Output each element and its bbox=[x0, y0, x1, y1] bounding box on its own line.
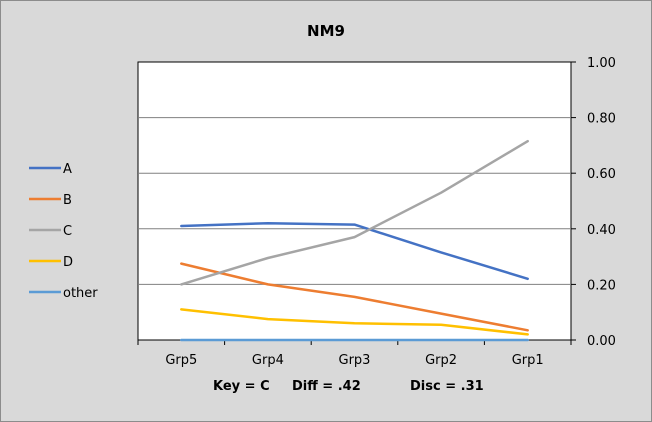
series-lines bbox=[180, 139, 529, 342]
legend-label: A bbox=[63, 162, 72, 177]
legend-label: B bbox=[63, 193, 72, 208]
plot-area bbox=[137, 61, 572, 341]
x-axis: Grp5 Grp4 Grp3 Grp2 Grp1 bbox=[137, 340, 572, 368]
x-tick-label: Grp3 bbox=[339, 353, 371, 368]
x-tick-label: Grp1 bbox=[512, 353, 544, 368]
series-line-B bbox=[180, 262, 529, 332]
y-tick-label: 0.20 bbox=[587, 278, 616, 293]
x-tick-label: Grp5 bbox=[165, 353, 197, 368]
footer-key: Key = C bbox=[213, 379, 270, 394]
x-tick-label: Grp2 bbox=[425, 353, 457, 368]
footer-disc: Disc = .31 bbox=[410, 379, 484, 394]
series-line-C bbox=[180, 139, 529, 286]
y-tick-label: 1.00 bbox=[587, 56, 616, 71]
y-axis: 1.00 0.80 0.60 0.40 0.20 0.00 bbox=[571, 56, 616, 349]
legend-label: other bbox=[63, 286, 98, 301]
series-line-A bbox=[180, 221, 529, 281]
y-tick-label: 0.60 bbox=[587, 167, 616, 182]
legend-label: D bbox=[63, 255, 73, 270]
y-tick-label: 0.00 bbox=[587, 334, 616, 349]
y-tick-label: 0.80 bbox=[587, 112, 616, 127]
gridlines bbox=[138, 117, 571, 285]
series-line-D bbox=[180, 308, 529, 336]
legend-label: C bbox=[63, 224, 72, 239]
y-tick-label: 0.40 bbox=[587, 223, 616, 238]
footer-diff: Diff = .42 bbox=[292, 379, 361, 394]
x-tick-label: Grp4 bbox=[252, 353, 284, 368]
chart-title: NM9 bbox=[307, 22, 345, 40]
